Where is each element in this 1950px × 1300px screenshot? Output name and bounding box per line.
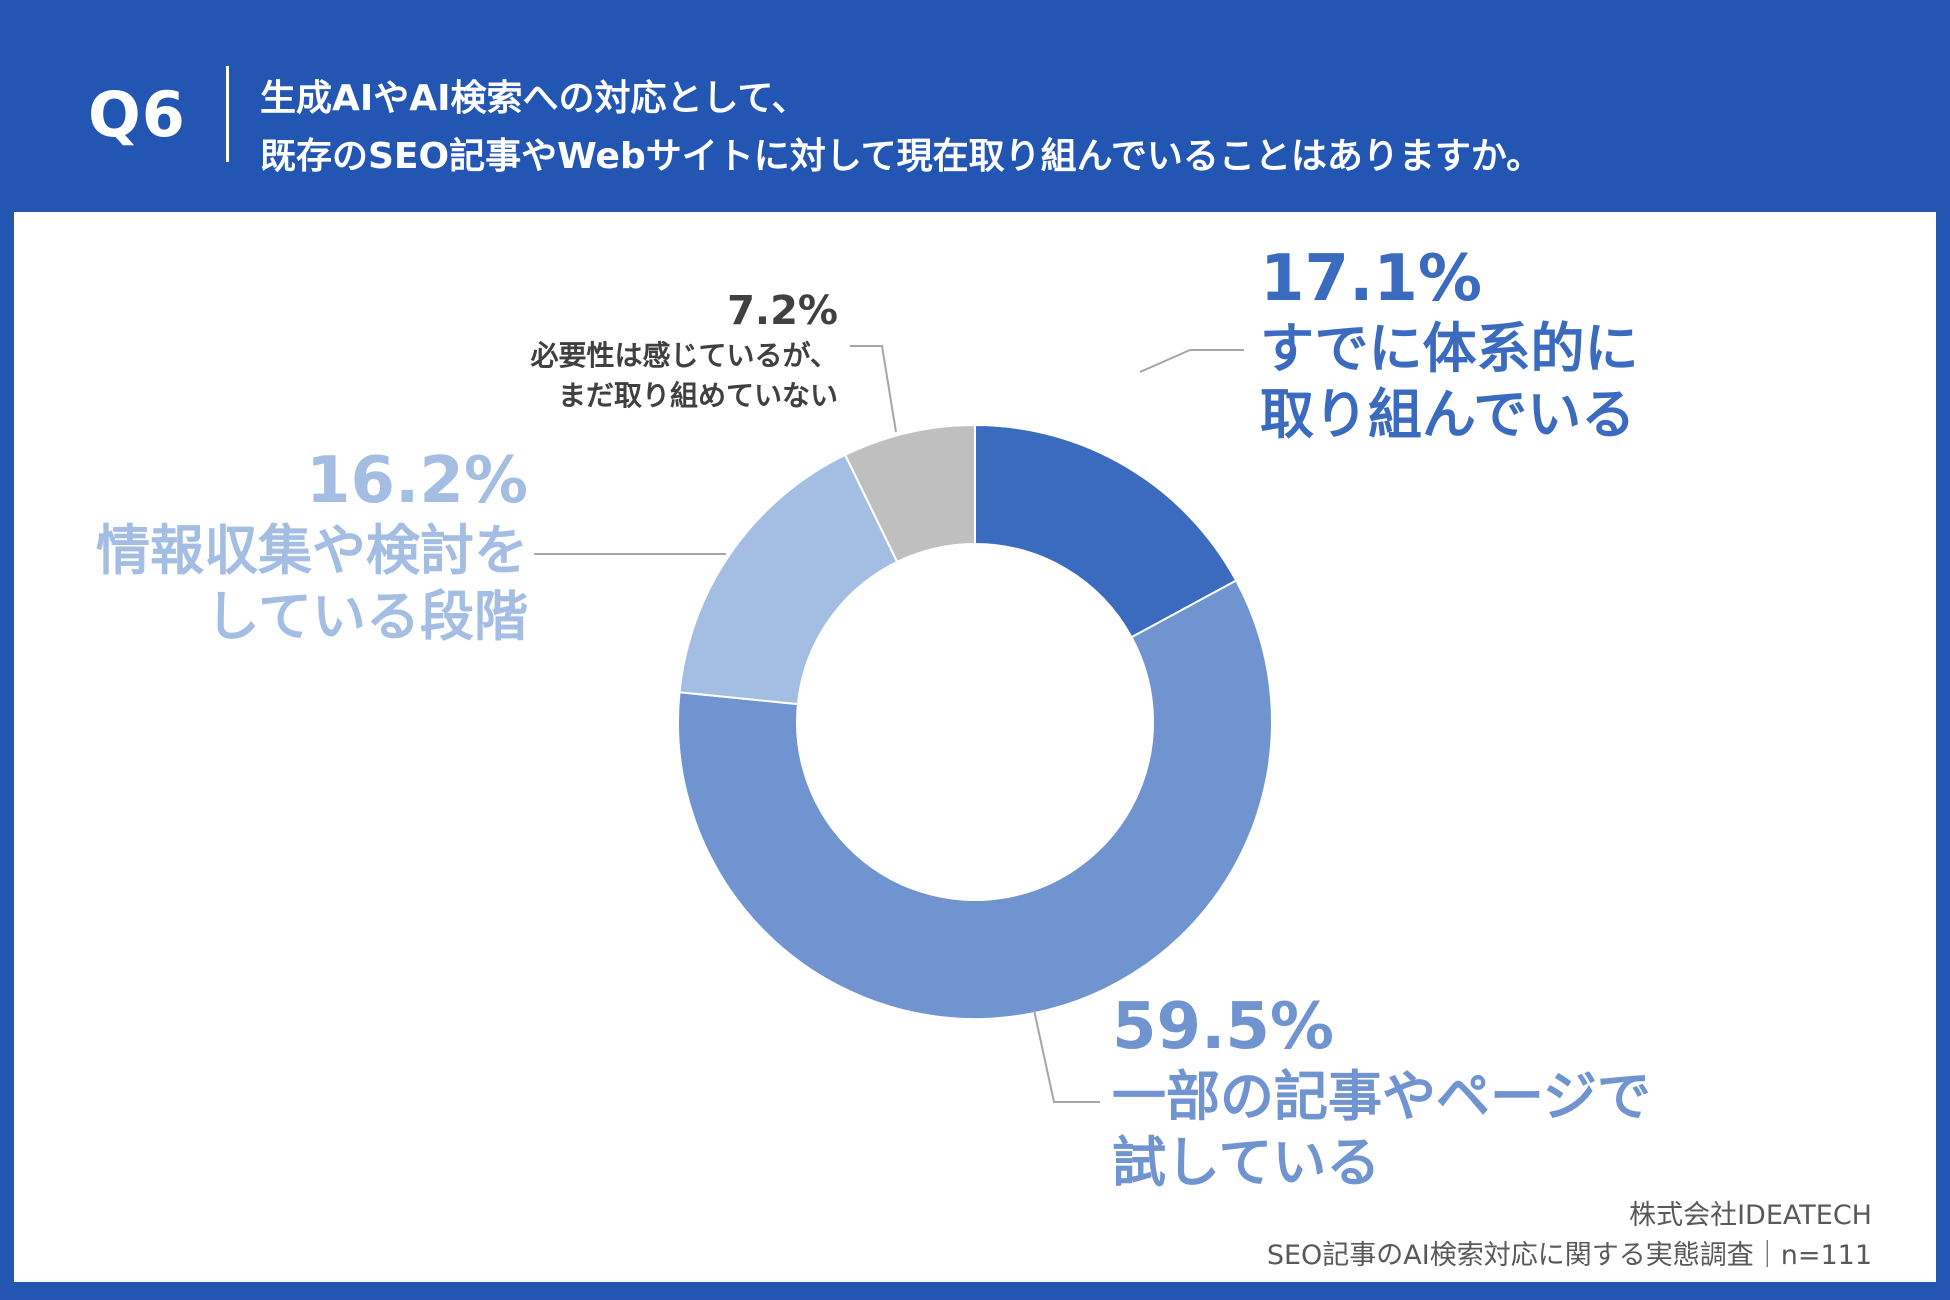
donut-chart: [534, 345, 1273, 1103]
slice-label-partial: 59.5% 一部の記事やページで 試している: [1112, 990, 1651, 1196]
slice-cat-researching-line1: 情報収集や検討を: [96, 519, 528, 582]
slice-label-not-started: 7.2% 必要性は感じているが、 まだ取り組めていない: [394, 286, 838, 416]
slice-cat-partial-line1: 一部の記事やページで: [1112, 1065, 1651, 1128]
question-text: 生成AIやAI検索への対応として、 既存のSEO記事やWebサイトに対して現在取…: [260, 70, 1920, 186]
question-line-1: 生成AIやAI検索への対応として、: [260, 78, 808, 119]
leader-line-not-started: [850, 345, 897, 433]
slice-pct-researching: 16.2%: [305, 444, 528, 518]
source-credit: 株式会社IDEATECH SEO記事のAI検索対応に関する実態調査｜n=111: [1267, 1196, 1872, 1276]
slice-pct-partial: 59.5%: [1112, 990, 1335, 1064]
slice-cat-not-started-line1: 必要性は感じているが、: [530, 339, 838, 372]
slice-cat-systematic-line2: 取り組んでいる: [1260, 383, 1636, 446]
slice-cat-partial-line2: 試している: [1112, 1131, 1381, 1194]
chart-panel: 17.1% すでに体系的に 取り組んでいる 59.5% 一部の記事やページで 試…: [14, 212, 1936, 1282]
slice-cat-not-started-line2: まだ取り組めていない: [557, 379, 838, 412]
donut-slice-not-started: [843, 423, 976, 564]
leader-line-partial: [1033, 1009, 1100, 1103]
donut-slices: [677, 423, 1273, 1020]
slice-label-researching: 16.2% 情報収集や検討を している段階: [44, 444, 528, 650]
leader-line-systematic: [1139, 349, 1244, 373]
donut-slice-systematic: [974, 423, 1238, 639]
header-divider: [226, 66, 229, 162]
question-line-2: 既存のSEO記事やWebサイトに対して現在取り組んでいることはありますか。: [260, 136, 1543, 177]
credit-survey: SEO記事のAI検索対応に関する実態調査｜n=111: [1266, 1240, 1872, 1271]
slice-pct-not-started: 7.2%: [727, 288, 838, 334]
leader-lines: [534, 345, 1244, 1103]
slice-cat-systematic-line1: すでに体系的に: [1260, 317, 1639, 380]
donut-slice-partial: [677, 579, 1273, 1020]
donut-slice-researching: [678, 453, 899, 706]
header: Q6 生成AIやAI検索への対応として、 既存のSEO記事やWebサイトに対して…: [0, 0, 1950, 212]
slice-pct-systematic: 17.1%: [1260, 242, 1483, 316]
credit-company: 株式会社IDEATECH: [1629, 1200, 1872, 1231]
slice-label-systematic: 17.1% すでに体系的に 取り組んでいる: [1260, 242, 1639, 448]
question-number: Q6: [88, 78, 186, 151]
slice-cat-researching-line2: している段階: [205, 585, 528, 648]
